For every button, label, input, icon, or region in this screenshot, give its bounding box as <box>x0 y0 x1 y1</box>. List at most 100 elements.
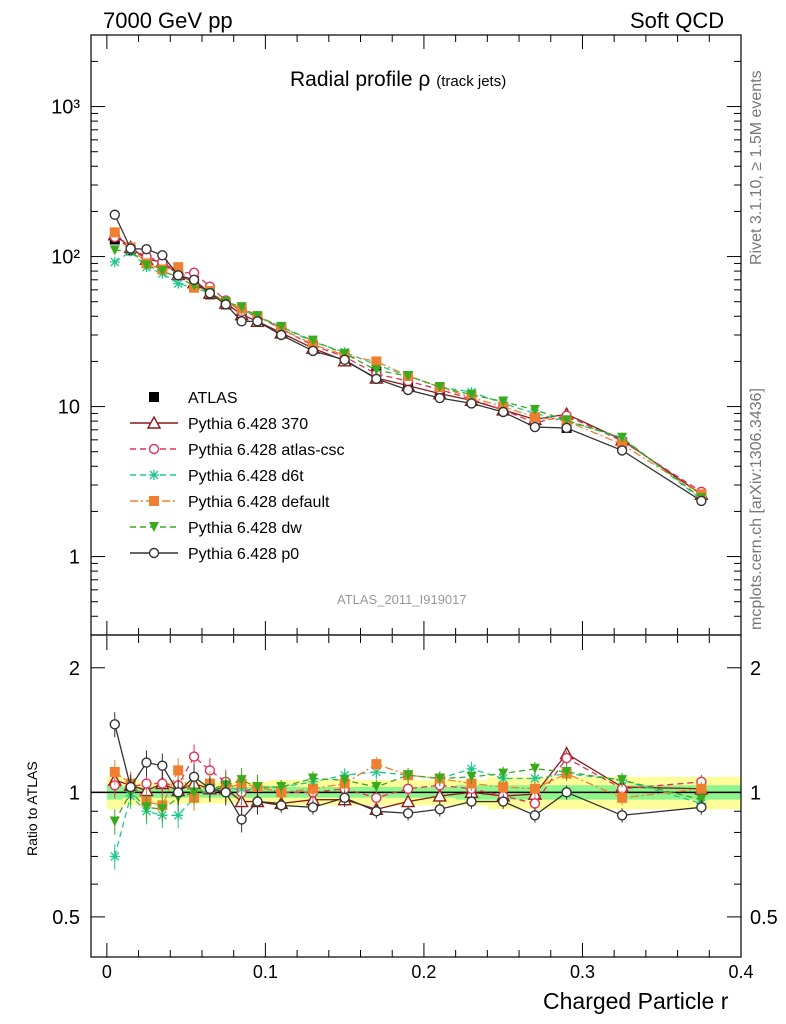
ratio-point <box>276 800 287 811</box>
x-tick-label: 0.4 <box>728 962 753 982</box>
legend-label: Pythia 6.428 atlas-csc <box>188 442 345 459</box>
ratio-point <box>402 783 414 794</box>
data-point <box>109 245 120 256</box>
ratio-line <box>114 752 702 810</box>
ratio-point <box>466 796 477 807</box>
reference-label: ATLAS_2011_I919017 <box>337 592 467 607</box>
data-point <box>141 260 152 271</box>
series-line <box>114 249 702 499</box>
data-point <box>402 384 414 396</box>
data-point <box>434 392 445 404</box>
ratio-point <box>307 802 319 813</box>
data-point <box>466 389 477 400</box>
data-point <box>252 316 263 327</box>
ratio-point <box>109 719 120 730</box>
data-point <box>529 412 540 423</box>
data-point <box>307 335 318 346</box>
data-point <box>616 445 628 456</box>
ratio-y-axis-label: Ratio to ATLAS <box>24 761 40 856</box>
data-point <box>125 243 136 254</box>
ratio-point <box>497 796 509 807</box>
x-tick-label: 0.1 <box>253 962 278 982</box>
chart-title-symbol: ρ <box>418 68 431 91</box>
ratio-line <box>114 724 702 821</box>
data-point <box>371 373 382 385</box>
legend-label: Pythia 6.428 dw <box>188 520 302 537</box>
ratio-point <box>616 810 628 821</box>
x-tick-label: 0 <box>102 962 112 982</box>
ratio-point <box>141 802 152 813</box>
ratio-line <box>114 755 702 805</box>
data-point <box>529 404 540 415</box>
ratio-point <box>561 766 572 777</box>
data-point <box>339 348 350 359</box>
data-point <box>466 398 477 409</box>
ratio-point <box>157 778 168 789</box>
data-point <box>157 250 168 261</box>
data-point <box>109 257 120 267</box>
ratio-y-tick-label: 2 <box>69 658 80 680</box>
ratio-point <box>236 775 247 786</box>
data-point <box>498 396 509 407</box>
rivet-label: Rivet 3.1.10, ≥ 1.5M events <box>748 70 765 265</box>
series-line <box>114 236 702 493</box>
ratio-point <box>371 806 382 817</box>
ratio-point <box>252 796 263 807</box>
ratio-point <box>371 759 382 770</box>
ratio-point <box>339 775 350 786</box>
ratio-point <box>561 787 572 798</box>
chart-title: Radial profile ρ (track jets) <box>290 68 506 92</box>
series-line <box>114 231 702 495</box>
ratio-point <box>204 783 216 794</box>
data-point <box>434 382 445 393</box>
ratio-point <box>173 765 184 776</box>
ratio-point <box>236 814 247 825</box>
data-point <box>276 321 287 332</box>
ratio-point <box>529 763 540 774</box>
x-tick-label: 0.3 <box>570 962 595 982</box>
chart-title-text: Radial profile <box>290 68 413 91</box>
data-point <box>498 401 509 412</box>
ratio-point <box>252 782 263 793</box>
ratio-point <box>498 782 509 793</box>
ratio-point <box>109 816 120 827</box>
chart-title-suffix: (track jets) <box>436 73 507 90</box>
ratio-point <box>529 810 541 821</box>
data-point <box>276 329 287 341</box>
data-point <box>696 495 707 507</box>
data-point <box>561 415 572 426</box>
ratio-point <box>403 770 414 781</box>
ratio-plot-frame <box>90 634 742 958</box>
ratio-point <box>434 773 445 784</box>
main-y-tick-label: 1 <box>69 547 80 569</box>
data-point <box>529 421 541 433</box>
ratio-point <box>529 773 540 784</box>
ratio-point <box>173 810 184 821</box>
ratio-point <box>432 788 447 802</box>
data-point <box>371 356 382 367</box>
data-point <box>173 262 184 273</box>
series-5 <box>109 245 707 504</box>
legend-label: Pythia 6.428 p0 <box>188 546 299 563</box>
data-point <box>403 370 414 381</box>
data-point <box>617 432 628 443</box>
ratio-point <box>371 766 382 777</box>
main-plot-frame <box>90 34 742 636</box>
ratio-point <box>466 771 477 782</box>
data-point <box>141 243 152 255</box>
legend-label: Pythia 6.428 d6t <box>188 468 304 485</box>
ratio-point <box>188 751 200 762</box>
data-point <box>561 422 572 434</box>
legend-marker <box>148 547 160 559</box>
ratio-point <box>125 781 136 793</box>
main-y-tick-label: 10² <box>51 247 80 269</box>
series-line <box>114 214 702 502</box>
ratio-point <box>696 802 707 813</box>
data-point <box>220 299 231 310</box>
ratio-point <box>529 798 541 809</box>
ratio-point <box>371 792 382 804</box>
data-point <box>236 302 247 313</box>
data-point <box>204 287 216 299</box>
ratio-line <box>114 763 702 807</box>
